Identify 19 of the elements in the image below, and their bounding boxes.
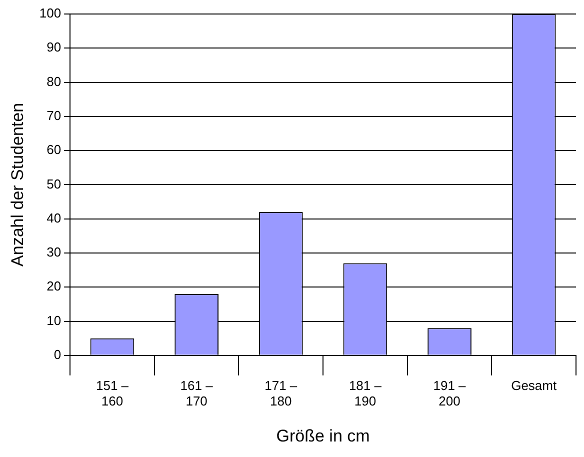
y-tick-label: 50 (46, 176, 62, 192)
y-tick-label: 10 (46, 312, 62, 328)
y-tick-label: 20 (46, 278, 62, 294)
x-tick-label: 171 – 180 (264, 378, 298, 408)
x-tick-label: 181 – 190 (348, 378, 382, 408)
x-tick-label: 151 – 160 (96, 378, 130, 408)
x-tick-label: 191 – 200 (433, 378, 467, 408)
y-tick-label: 40 (46, 210, 62, 226)
y-tick-label: 90 (46, 40, 62, 55)
x-tick-label: Gesamt (511, 378, 557, 393)
y-tick-label: 0 (54, 346, 62, 362)
y-tick-label: 70 (46, 108, 62, 123)
y-tick-label: 80 (46, 74, 62, 89)
y-tick-label: 60 (46, 142, 62, 158)
y-axis-title: Anzahl der Studenten (8, 102, 27, 266)
y-tick-label: 100 (39, 6, 62, 21)
x-axis-title: Größe in cm (276, 426, 370, 446)
y-tick-label: 30 (46, 244, 62, 260)
x-tick-label: 161 – 170 (180, 378, 214, 408)
